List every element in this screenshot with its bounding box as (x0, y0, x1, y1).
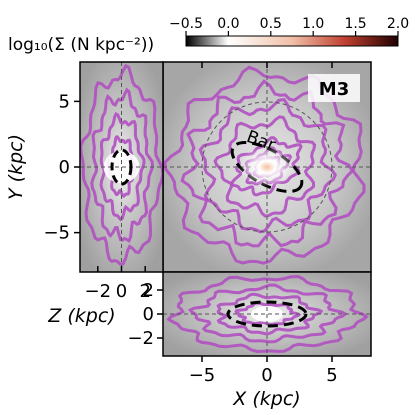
zy-tick-label: 0 (116, 281, 127, 302)
xz-ylabel: Z (kpc) (47, 305, 115, 327)
xz-ellipse (226, 300, 308, 328)
colorbar-tick-label: 0.0 (217, 16, 239, 32)
zy-ellipse (110, 148, 133, 186)
colorbar: −0.5 0.0 0.5 1.0 1.5 2.0 (169, 16, 409, 47)
xy-xlabel: X (kpc) (232, 388, 300, 410)
xy-contour-line (163, 65, 366, 265)
colorbar-tick-label: 2.0 (387, 16, 409, 32)
zy-tick-label: −2 (85, 281, 112, 302)
xy-core (239, 147, 295, 187)
xy-ylabel: Y (kpc) (5, 134, 27, 200)
model-badge: M3 (308, 74, 360, 102)
y-tick-label: −5 (43, 223, 70, 244)
colorbar-gradient (185, 35, 399, 47)
model-badge-box (308, 74, 360, 102)
y-tick-label: 0 (59, 157, 70, 178)
xy-contour-line (230, 136, 303, 197)
panel-xz (163, 272, 371, 356)
xz-contour-line (234, 301, 302, 326)
colorbar-tick-label: −0.5 (169, 16, 203, 32)
colorbar-tick-label: 1.5 (344, 16, 366, 32)
zy-contours (80, 62, 163, 272)
xy-contours: Bar (163, 62, 371, 272)
panel-zy (80, 62, 163, 272)
xz-tick-label: −2 (127, 328, 154, 349)
xz-contour-line (187, 283, 348, 344)
x-tick-label: −5 (189, 365, 216, 386)
xy-contour-line (198, 98, 338, 234)
xz-tick-label: 0 (143, 304, 154, 325)
model-badge-text: M3 (319, 79, 349, 100)
xy-contour-line (213, 115, 317, 218)
x-tick-label: 0 (261, 365, 272, 386)
colorbar-label: log₁₀(Σ (N kpc⁻²)) (8, 35, 154, 55)
xz-tick-label: 2 (143, 280, 154, 301)
colorbar-tick-label: 1.0 (302, 16, 324, 32)
colorbar-tick-label: 0.5 (260, 16, 282, 32)
xz-contours (163, 272, 371, 356)
panel-xy: Bar (163, 62, 371, 272)
x-tick-label: 5 (326, 365, 337, 386)
xy-dashed-circle (201, 101, 333, 233)
y-tick-label: 5 (59, 91, 70, 112)
zy-tick-label: 2 (139, 281, 150, 302)
